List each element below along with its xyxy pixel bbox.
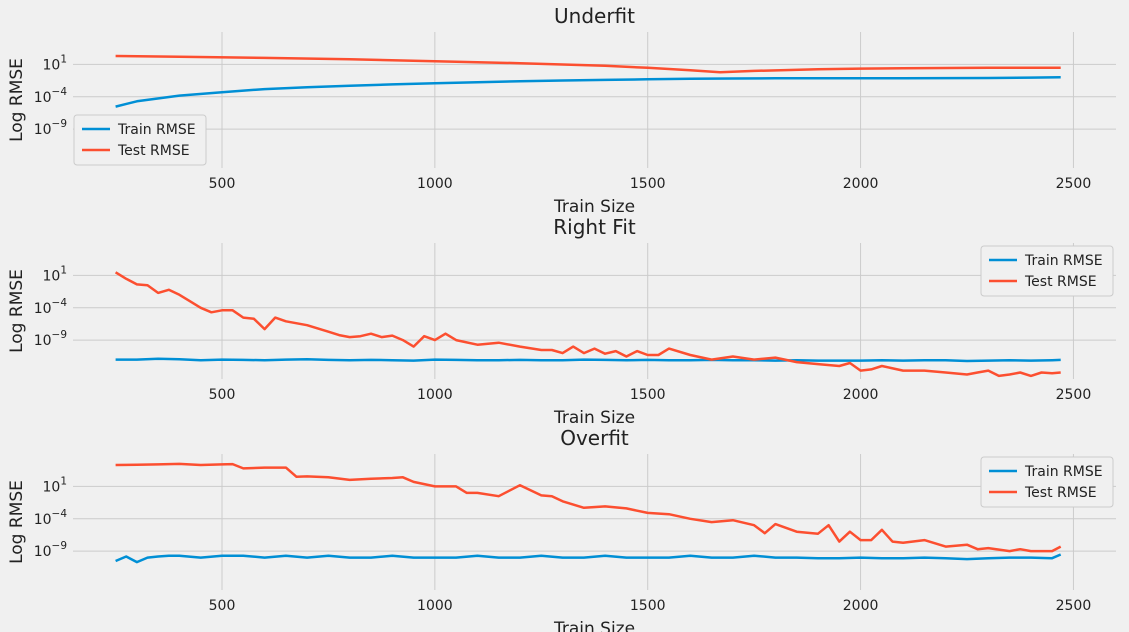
legend-label: Test RMSE — [1024, 485, 1097, 501]
y-tick-label: 10−4 — [34, 297, 68, 317]
x-tick-label: 2000 — [843, 176, 879, 192]
x-tick-label: 2000 — [843, 598, 879, 614]
legend: Train RMSE Test RMSE — [980, 245, 1114, 297]
series-line-train-rmse — [115, 76, 1061, 108]
legend-label: Train RMSE — [117, 122, 196, 138]
y-axis-label: Log RMSE — [7, 269, 27, 353]
subplot-3: 500 1000 1500 2000 2500 101 10−4 10−9 Overfit Tra… — [7, 426, 1116, 632]
y-tick-label: 10−9 — [34, 540, 67, 560]
legend-box — [980, 456, 1114, 508]
chart-title: Right Fit — [553, 215, 636, 239]
x-tick-label: 500 — [209, 176, 236, 192]
y-tick-label: 10−9 — [34, 118, 67, 138]
chart-title: Underfit — [554, 4, 635, 28]
x-tick-label: 500 — [209, 387, 236, 403]
x-tick-label: 1500 — [630, 176, 666, 192]
x-tick-label: 1000 — [417, 387, 453, 403]
y-tick-label: 10−4 — [34, 508, 68, 528]
x-tick-label: 2500 — [1056, 387, 1092, 403]
x-axis-label: Train Size — [553, 197, 635, 217]
x-tick-label: 2000 — [843, 387, 879, 403]
x-tick-label: 1000 — [417, 598, 453, 614]
x-tick-label: 500 — [209, 598, 236, 614]
series-line-test-rmse — [115, 462, 1062, 553]
x-tick-label: 2500 — [1056, 598, 1092, 614]
x-tick-label: 1500 — [630, 598, 666, 614]
y-tick-label: 10−9 — [34, 329, 67, 349]
x-axis-label: Train Size — [553, 408, 635, 428]
legend-label: Test RMSE — [1024, 274, 1097, 290]
series-line-train-rmse — [115, 553, 1062, 564]
y-axis-label: Log RMSE — [7, 480, 27, 564]
y-axis-label: Log RMSE — [7, 58, 27, 142]
series-line-train-rmse — [115, 357, 1061, 363]
x-tick-label: 2500 — [1056, 176, 1092, 192]
series-line-test-rmse — [115, 54, 1061, 74]
legend: Train RMSE Test RMSE — [73, 114, 207, 166]
y-tick-label: 101 — [42, 475, 67, 495]
x-axis-label: Train Size — [553, 619, 635, 632]
legend-box — [73, 114, 207, 166]
legend-label: Test RMSE — [117, 143, 190, 159]
legend-box — [980, 245, 1114, 297]
legend-label: Train RMSE — [1024, 464, 1103, 480]
legend-label: Train RMSE — [1024, 253, 1103, 269]
x-tick-label: 1500 — [630, 387, 666, 403]
y-tick-label: 101 — [42, 53, 67, 73]
subplot-1: 500 1000 1500 2000 2500 101 10−4 10−9 Underfit Tr… — [7, 4, 1116, 217]
y-tick-label: 10−4 — [34, 86, 68, 106]
y-tick-label: 101 — [42, 264, 67, 284]
legend: Train RMSE Test RMSE — [980, 456, 1114, 508]
series-line-test-rmse — [114, 271, 1061, 378]
subplot-2: 500 1000 1500 2000 2500 101 10−4 10−9 Right Fit T… — [7, 215, 1116, 428]
x-tick-label: 1000 — [417, 176, 453, 192]
chart-title: Overfit — [560, 426, 629, 450]
